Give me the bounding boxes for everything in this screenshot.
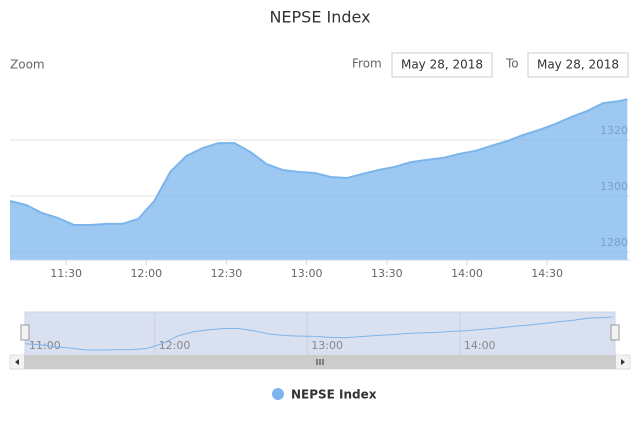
x-tick-label: 14:30 — [531, 267, 563, 280]
navigator-tick-label: 13:00 — [311, 339, 343, 352]
x-tick-label: 14:00 — [451, 267, 483, 280]
area-line — [9, 98, 628, 227]
navigator-tick-label: 12:00 — [159, 339, 191, 352]
navigator-handle[interactable] — [20, 324, 30, 341]
from-input[interactable] — [391, 52, 493, 78]
from-value[interactable]: May 28, 2018 — [401, 58, 483, 72]
legend-symbol[interactable] — [272, 388, 284, 400]
area — [10, 99, 628, 261]
to-label: To — [505, 57, 519, 71]
x-tick-label: 12:30 — [211, 267, 243, 280]
to-value[interactable]: May 28, 2018 — [537, 58, 619, 72]
chart-title: NEPSE Index — [269, 8, 370, 27]
from-label: From — [352, 57, 382, 71]
navigator-handle[interactable] — [610, 324, 620, 341]
navigator-mask[interactable] — [24, 311, 616, 356]
x-tick-label: 13:00 — [291, 267, 323, 280]
scrollbar-grip — [316, 359, 324, 365]
legend-label[interactable]: NEPSE Index — [291, 388, 377, 402]
x-tick-label: 13:30 — [371, 267, 403, 280]
navigator-line — [24, 316, 613, 351]
x-tick-label: 12:00 — [130, 267, 162, 280]
to-input[interactable] — [527, 52, 629, 78]
navigator-tick-label: 14:00 — [464, 339, 496, 352]
x-tick-label: 11:30 — [50, 267, 82, 280]
zoom-label: Zoom — [10, 58, 45, 72]
